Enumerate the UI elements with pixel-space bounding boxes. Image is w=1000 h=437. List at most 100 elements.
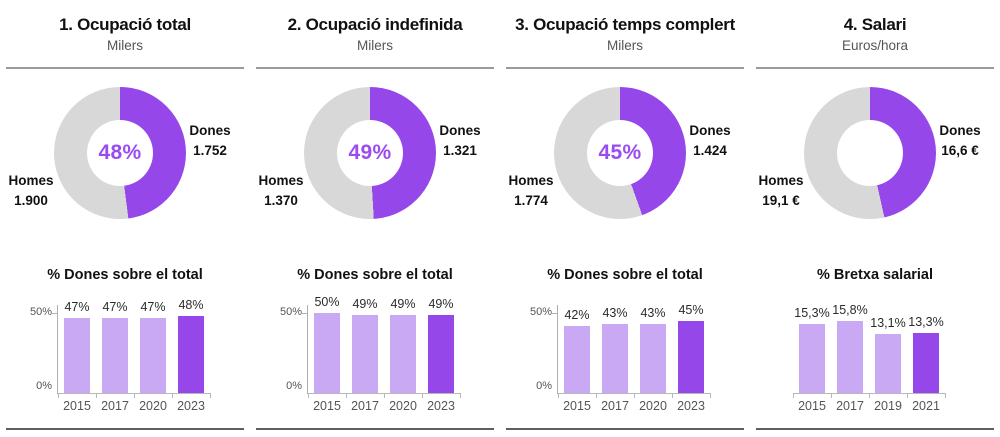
homes-label: Homes 19,1 € — [751, 171, 811, 210]
donut-chart — [304, 87, 436, 220]
donut-center-percentage: 45% — [598, 141, 642, 165]
homes-label: Homes 1.900 — [1, 171, 61, 210]
panel-title: 4. Salari — [843, 15, 907, 34]
x-axis-tick — [346, 393, 347, 399]
panel-subtitle: Milers — [607, 38, 643, 54]
bar-value-label: 43% — [640, 306, 666, 321]
dones-label: Dones 1.321 — [430, 121, 490, 160]
bar-2020 — [140, 318, 166, 394]
bar-plot: 50% 2015 49% 2017 49% 2020 49% 2023 — [302, 295, 461, 413]
dones-label-name: Dones — [939, 123, 981, 139]
x-axis-tick — [134, 393, 135, 399]
x-tick-label: 2015 — [563, 399, 591, 414]
bar-2019 — [875, 334, 901, 394]
bar-2020 — [390, 315, 416, 394]
bar-value-label: 48% — [178, 298, 204, 313]
bar-plot: 42% 2015 43% 2017 43% 2020 45% 2023 — [552, 303, 711, 413]
panel-subtitle: Milers — [357, 38, 393, 54]
x-tick-label: 2023 — [177, 399, 205, 414]
dones-label: Dones 16,6 € — [930, 121, 990, 160]
bar-value-label: 47% — [64, 300, 90, 315]
bar-2017 — [602, 324, 628, 394]
y-tick-label-0: 0% — [36, 380, 52, 393]
y-axis-labels: 50% 0% — [30, 305, 57, 393]
dones-label-name: Dones — [439, 123, 481, 139]
bar-value-label: 43% — [602, 306, 628, 321]
bar-value-label: 47% — [140, 300, 166, 315]
donut-chart — [804, 87, 936, 220]
dones-label-name: Dones — [189, 123, 231, 139]
x-axis-tick — [710, 393, 711, 399]
bar-value-label: 15,3% — [794, 306, 830, 321]
x-tick-label: 2020 — [389, 399, 417, 414]
bar-2017 — [352, 315, 378, 394]
x-axis-tick — [945, 393, 946, 399]
bar-plot: 15,3% 2015 15,8% 2017 13,1% 2019 13,3% 2021 — [793, 303, 946, 413]
dones-label-value: 1.424 — [693, 142, 727, 158]
x-axis-tick — [460, 393, 461, 399]
homes-label-name: Homes — [258, 173, 304, 189]
bar-value-label: 49% — [428, 297, 454, 312]
x-tick-label: 2020 — [639, 399, 667, 414]
dones-label: Dones 1.752 — [180, 121, 240, 160]
x-axis-tick — [793, 393, 794, 399]
bar-chart-title: % Bretxa salarial — [816, 267, 934, 284]
dones-label-value: 16,6 € — [941, 142, 979, 158]
donut-center-percentage: 48% — [98, 141, 142, 165]
bar-2017 — [837, 321, 863, 394]
donut-area: 48% Dones 1.752 Homes 1.900 — [0, 79, 250, 229]
donut-area: 49% Dones 1.321 Homes 1.370 — [250, 79, 500, 229]
dones-label-name: Dones — [689, 123, 731, 139]
donut-area: Dones 16,6 € Homes 19,1 € — [750, 79, 1000, 229]
x-axis-tick — [308, 393, 309, 399]
x-axis-tick — [96, 393, 97, 399]
bar-2017 — [102, 318, 128, 394]
x-tick-label: 2020 — [139, 399, 167, 414]
x-axis-tick — [596, 393, 597, 399]
divider-bottom — [756, 428, 994, 430]
bar-2023 — [428, 315, 454, 394]
donut-center-percentage: 49% — [348, 141, 392, 165]
dones-label: Dones 1.424 — [680, 121, 740, 160]
bar-chart-title: % Dones sobre el total — [297, 267, 453, 284]
panel-salari: 4. Salari Euros/hora Dones 16,6 € Homes 19… — [750, 0, 1000, 437]
x-axis-tick — [672, 393, 673, 399]
bar-value-label: 13,1% — [870, 316, 906, 331]
bar-chart: 50% 0% 50% 2015 49% 2017 49% 2020 49% 2023 — [279, 295, 500, 413]
homes-label-name: Homes — [8, 173, 54, 189]
y-axis-tick — [52, 313, 58, 315]
y-tick-label-0: 0% — [286, 380, 302, 393]
bar-2023 — [678, 321, 704, 394]
dones-label-value: 1.752 — [193, 142, 227, 158]
divider-top — [506, 67, 744, 70]
x-axis-tick — [384, 393, 385, 399]
bar-2020 — [640, 324, 666, 394]
x-axis-tick — [831, 393, 832, 399]
y-tick-label-50: 50% — [29, 306, 52, 319]
bar-value-label: 15,8% — [832, 303, 868, 318]
x-axis-tick — [907, 393, 908, 399]
bar-2023 — [178, 316, 204, 394]
homes-label-name: Homes — [508, 173, 554, 189]
panel-title: 1. Ocupació total — [59, 15, 191, 34]
y-tick-label-0: 0% — [536, 380, 552, 393]
x-tick-label: 2021 — [912, 399, 940, 414]
x-axis-tick — [634, 393, 635, 399]
x-tick-label: 2017 — [601, 399, 629, 414]
x-axis-tick — [172, 393, 173, 399]
y-tick-label-50: 50% — [529, 306, 552, 319]
bar-value-label: 13,3% — [908, 315, 944, 330]
y-axis-labels: 50% 0% — [530, 305, 557, 393]
panel-title: 3. Ocupació temps complert — [515, 15, 735, 34]
homes-label-value: 1.900 — [14, 192, 48, 208]
x-axis-tick — [422, 393, 423, 399]
divider-bottom — [256, 428, 494, 430]
bar-value-label: 42% — [564, 308, 590, 323]
homes-label: Homes 1.774 — [501, 171, 561, 210]
divider-top — [6, 67, 244, 70]
y-axis-tick — [552, 313, 558, 315]
y-tick-label-50: 50% — [279, 306, 302, 319]
bar-chart: 15,3% 2015 15,8% 2017 13,1% 2019 13,3% 2021 — [793, 303, 1000, 413]
bar-chart: 50% 0% 47% 2015 47% 2017 47% 2020 48% 2023 — [30, 298, 250, 413]
divider-bottom — [6, 428, 244, 430]
